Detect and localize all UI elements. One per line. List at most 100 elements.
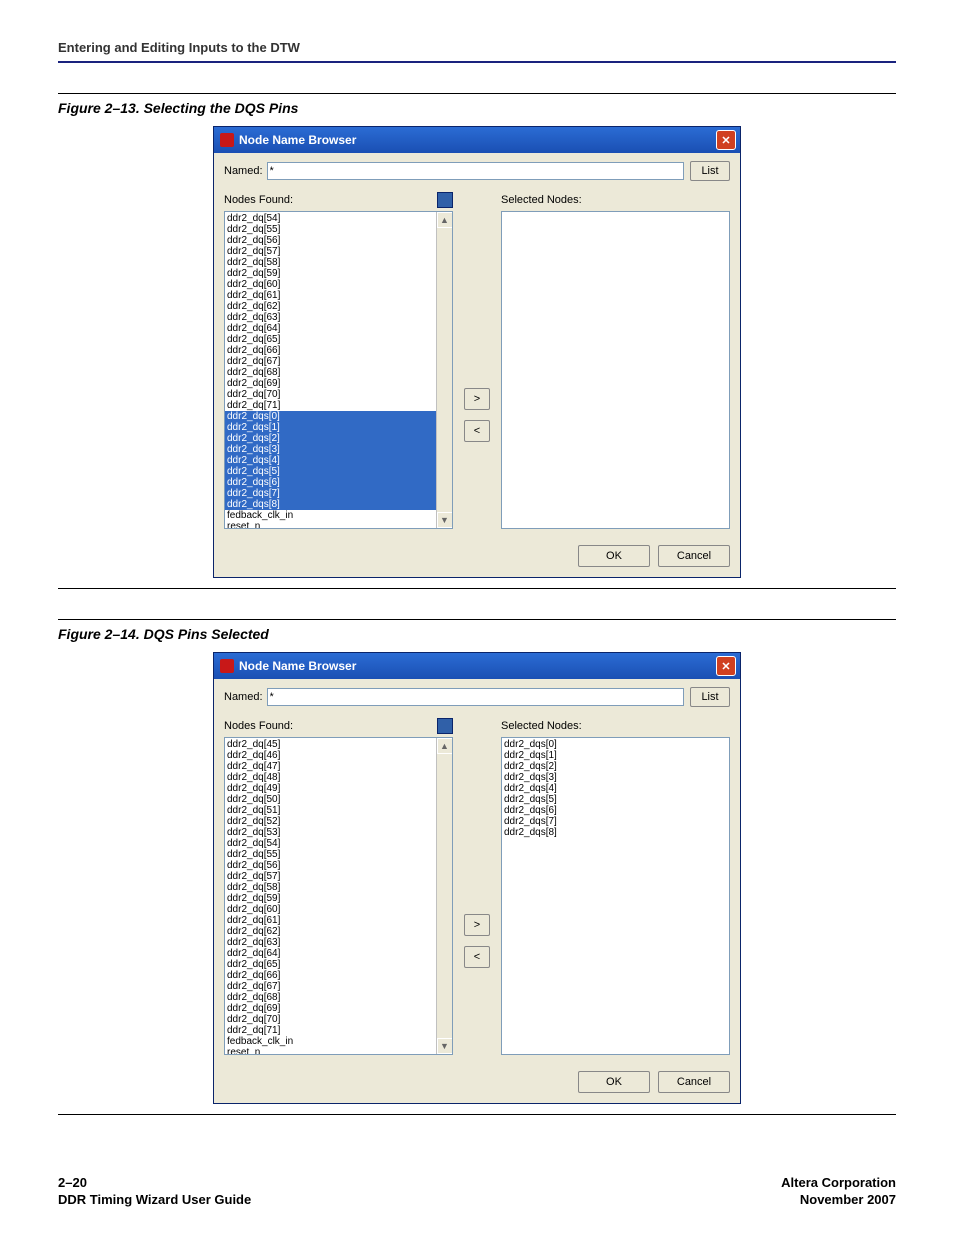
list-item[interactable]: ddr2_dq[62] xyxy=(225,301,452,312)
list-item[interactable]: ddr2_dq[55] xyxy=(225,224,452,235)
list-item[interactable]: ddr2_dqs[8] xyxy=(502,827,729,838)
ok-button[interactable]: OK xyxy=(578,545,650,567)
list-item[interactable]: ddr2_dqs[0] xyxy=(225,411,452,422)
list-item[interactable]: ddr2_dq[52] xyxy=(225,816,452,827)
dialog: Node Name Browser ✕ Named: List Nodes Fo… xyxy=(213,652,741,1104)
list-item[interactable]: ddr2_dq[58] xyxy=(225,882,452,893)
list-item[interactable]: ddr2_dq[58] xyxy=(225,257,452,268)
list-item[interactable]: ddr2_dq[68] xyxy=(225,992,452,1003)
close-button[interactable]: ✕ xyxy=(716,656,736,676)
move-left-button[interactable]: < xyxy=(464,420,490,442)
list-item[interactable]: ddr2_dq[64] xyxy=(225,323,452,334)
list-item[interactable]: ddr2_dqs[2] xyxy=(502,761,729,772)
list-item[interactable]: ddr2_dq[47] xyxy=(225,761,452,772)
found-listbox[interactable]: ddr2_dq[45]ddr2_dq[46]ddr2_dq[47]ddr2_dq… xyxy=(224,737,453,1055)
list-item[interactable]: ddr2_dq[69] xyxy=(225,1003,452,1014)
cancel-button[interactable]: Cancel xyxy=(658,1071,730,1093)
close-button[interactable]: ✕ xyxy=(716,130,736,150)
list-item[interactable]: ddr2_dqs[6] xyxy=(225,477,452,488)
list-item[interactable]: ddr2_dqs[3] xyxy=(225,444,452,455)
list-item[interactable]: ddr2_dq[57] xyxy=(225,871,452,882)
list-item[interactable]: ddr2_dq[48] xyxy=(225,772,452,783)
list-item[interactable]: ddr2_dq[49] xyxy=(225,783,452,794)
list-item[interactable]: ddr2_dq[61] xyxy=(225,915,452,926)
list-item[interactable]: ddr2_dq[63] xyxy=(225,312,452,323)
named-input[interactable] xyxy=(267,162,684,180)
list-item[interactable]: ddr2_dq[61] xyxy=(225,290,452,301)
selected-listbox[interactable] xyxy=(501,211,730,529)
list-item[interactable]: ddr2_dqs[1] xyxy=(502,750,729,761)
scroll-up-icon[interactable]: ▲ xyxy=(437,212,453,228)
list-item[interactable]: ddr2_dqs[4] xyxy=(225,455,452,466)
found-label: Nodes Found: xyxy=(224,194,293,206)
list-item[interactable]: reset_n xyxy=(225,1047,452,1055)
list-item[interactable]: ddr2_dq[69] xyxy=(225,378,452,389)
move-right-button[interactable]: > xyxy=(464,914,490,936)
list-item[interactable]: fedback_clk_in xyxy=(225,510,452,521)
list-item[interactable]: ddr2_dqs[4] xyxy=(502,783,729,794)
move-left-button[interactable]: < xyxy=(464,946,490,968)
list-item[interactable]: ddr2_dq[59] xyxy=(225,893,452,904)
list-item[interactable]: ddr2_dq[68] xyxy=(225,367,452,378)
move-right-button[interactable]: > xyxy=(464,388,490,410)
scrollbar[interactable]: ▲ ▼ xyxy=(436,738,452,1054)
dialog-body: Named: List Nodes Found: ddr2_dq[45]ddr2… xyxy=(214,679,740,1103)
named-input[interactable] xyxy=(267,688,684,706)
list-item[interactable]: ddr2_dq[67] xyxy=(225,356,452,367)
list-item[interactable]: ddr2_dqs[7] xyxy=(502,816,729,827)
found-listbox[interactable]: ddr2_dq[54]ddr2_dq[55]ddr2_dq[56]ddr2_dq… xyxy=(224,211,453,529)
scrollbar[interactable]: ▲ ▼ xyxy=(436,212,452,528)
selected-listbox[interactable]: ddr2_dqs[0]ddr2_dqs[1]ddr2_dqs[2]ddr2_dq… xyxy=(501,737,730,1055)
list-item[interactable]: ddr2_dq[57] xyxy=(225,246,452,257)
list-item[interactable]: ddr2_dqs[1] xyxy=(225,422,452,433)
list-item[interactable]: ddr2_dq[45] xyxy=(225,739,452,750)
list-item[interactable]: ddr2_dq[54] xyxy=(225,838,452,849)
list-item[interactable]: ddr2_dq[67] xyxy=(225,981,452,992)
list-item[interactable]: ddr2_dq[66] xyxy=(225,970,452,981)
list-item[interactable]: ddr2_dq[46] xyxy=(225,750,452,761)
list-item[interactable]: ddr2_dq[65] xyxy=(225,959,452,970)
list-button[interactable]: List xyxy=(690,687,730,707)
finder-icon[interactable] xyxy=(437,718,453,734)
list-item[interactable]: ddr2_dqs[2] xyxy=(225,433,452,444)
list-item[interactable]: fedback_clk_in xyxy=(225,1036,452,1047)
list-item[interactable]: ddr2_dq[50] xyxy=(225,794,452,805)
list-item[interactable]: ddr2_dq[55] xyxy=(225,849,452,860)
list-item[interactable]: ddr2_dqs[7] xyxy=(225,488,452,499)
list-item[interactable]: ddr2_dq[70] xyxy=(225,389,452,400)
ok-button[interactable]: OK xyxy=(578,1071,650,1093)
list-item[interactable]: ddr2_dqs[6] xyxy=(502,805,729,816)
finder-icon[interactable] xyxy=(437,192,453,208)
list-button[interactable]: List xyxy=(690,161,730,181)
list-item[interactable]: ddr2_dq[62] xyxy=(225,926,452,937)
selected-column: Selected Nodes: xyxy=(501,191,730,529)
list-item[interactable]: ddr2_dq[71] xyxy=(225,400,452,411)
list-item[interactable]: ddr2_dq[66] xyxy=(225,345,452,356)
scroll-down-icon[interactable]: ▼ xyxy=(437,512,453,528)
list-item[interactable]: ddr2_dq[56] xyxy=(225,860,452,871)
list-item[interactable]: ddr2_dq[64] xyxy=(225,948,452,959)
list-item[interactable]: ddr2_dq[54] xyxy=(225,213,452,224)
titlebar-text: Node Name Browser xyxy=(239,659,716,673)
list-item[interactable]: ddr2_dqs[0] xyxy=(502,739,729,750)
list-item[interactable]: ddr2_dq[60] xyxy=(225,904,452,915)
selected-label: Selected Nodes: xyxy=(501,194,582,206)
list-item[interactable]: reset_n xyxy=(225,521,452,529)
scroll-up-icon[interactable]: ▲ xyxy=(437,738,453,754)
list-item[interactable]: ddr2_dqs[5] xyxy=(225,466,452,477)
list-item[interactable]: ddr2_dqs[8] xyxy=(225,499,452,510)
scroll-down-icon[interactable]: ▼ xyxy=(437,1038,453,1054)
list-item[interactable]: ddr2_dq[53] xyxy=(225,827,452,838)
list-item[interactable]: ddr2_dq[71] xyxy=(225,1025,452,1036)
cancel-button[interactable]: Cancel xyxy=(658,545,730,567)
list-item[interactable]: ddr2_dq[60] xyxy=(225,279,452,290)
list-item[interactable]: ddr2_dq[59] xyxy=(225,268,452,279)
list-item[interactable]: ddr2_dqs[5] xyxy=(502,794,729,805)
list-item[interactable]: ddr2_dq[56] xyxy=(225,235,452,246)
list-item[interactable]: ddr2_dq[65] xyxy=(225,334,452,345)
list-item[interactable]: ddr2_dq[70] xyxy=(225,1014,452,1025)
header-rule xyxy=(58,61,896,63)
list-item[interactable]: ddr2_dq[63] xyxy=(225,937,452,948)
list-item[interactable]: ddr2_dqs[3] xyxy=(502,772,729,783)
list-item[interactable]: ddr2_dq[51] xyxy=(225,805,452,816)
